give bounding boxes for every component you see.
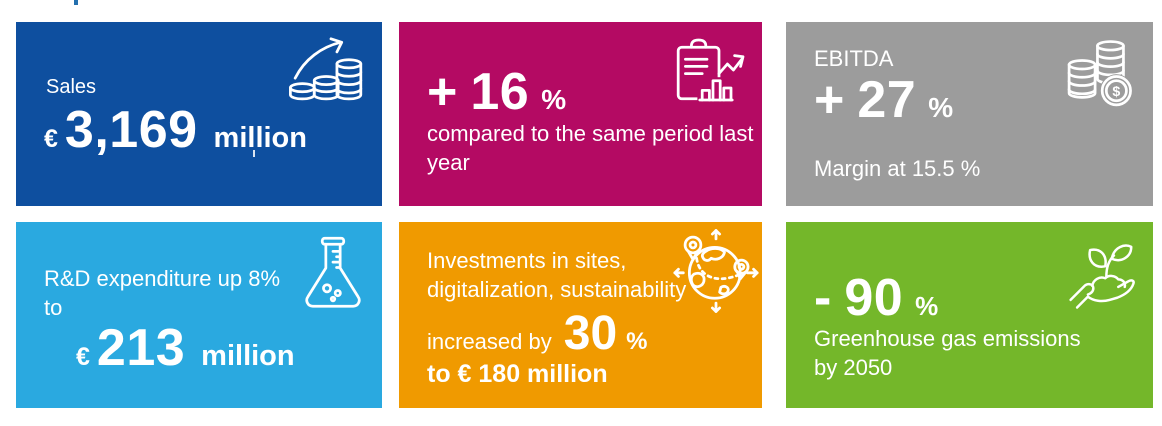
- tile-ebitda: EBITDA + 27 % Margin at 15.5 % $: [786, 22, 1153, 206]
- svg-text:$: $: [1112, 84, 1120, 100]
- tile-sales: Sales € 3,169 million: [16, 22, 382, 206]
- investments-value: 30: [563, 307, 618, 360]
- globe-pins-icon: [672, 228, 760, 314]
- percent-symbol: %: [541, 84, 567, 115]
- currency-symbol: €: [44, 125, 58, 153]
- increase-lead-in: increased by: [427, 329, 552, 354]
- margin-note: Margin at 15.5 %: [814, 156, 981, 181]
- change-value-row: + 16 %: [427, 62, 566, 122]
- investments-description: Investments in sites, digitalization, su…: [427, 248, 687, 302]
- tile-sales-change: + 16 % compared to the same period last …: [399, 22, 762, 206]
- investments-amount-note: to € 180 million: [427, 360, 608, 388]
- percent-symbol: %: [928, 92, 954, 123]
- rd-value: 213: [96, 319, 186, 377]
- minus-sign: -: [814, 269, 832, 327]
- cropped-text-artifact: [74, 0, 78, 5]
- ebitda-value-row: + 27 %: [814, 70, 953, 130]
- clipboard-chart-icon: [668, 34, 746, 106]
- investments-value-row: increased by 30 %: [427, 306, 647, 361]
- sales-value: 3,169: [64, 101, 198, 159]
- tile-rd-expenditure: R&D expenditure up 8% to € 213 million: [16, 222, 382, 408]
- rd-unit: million: [201, 340, 295, 372]
- text-cursor-artifact: [253, 150, 255, 157]
- sales-value-row: € 3,169 million: [44, 100, 307, 160]
- rd-description: R&D expenditure up 8% to: [44, 266, 281, 320]
- ebitda-value: 27: [857, 71, 917, 129]
- currency-symbol: €: [76, 343, 90, 371]
- plus-sign: +: [814, 71, 845, 129]
- coins-dollar-icon: $: [1063, 34, 1139, 112]
- sales-label: Sales: [46, 76, 97, 98]
- hand-plant-icon: [1063, 236, 1141, 314]
- change-value: 16: [470, 63, 530, 121]
- ghg-description: Greenhouse gas emissions by 2050: [814, 326, 1081, 380]
- percent-symbol: %: [915, 291, 939, 321]
- tile-greenhouse-gas: - 90 % Greenhouse gas emissions by 2050: [786, 222, 1153, 408]
- ebitda-label: EBITDA: [814, 46, 894, 71]
- ghg-value-row: - 90 %: [814, 268, 938, 328]
- tile-investments: Investments in sites, digitalization, su…: [399, 222, 762, 408]
- plus-sign: +: [427, 63, 458, 121]
- rd-value-row: € 213 million: [76, 318, 295, 378]
- ghg-value: 90: [844, 269, 904, 327]
- coins-growth-icon: [286, 34, 364, 108]
- flask-icon: [302, 234, 364, 314]
- percent-symbol: %: [626, 328, 648, 355]
- change-description: compared to the same period last year: [427, 121, 754, 175]
- sales-unit: million: [213, 122, 307, 154]
